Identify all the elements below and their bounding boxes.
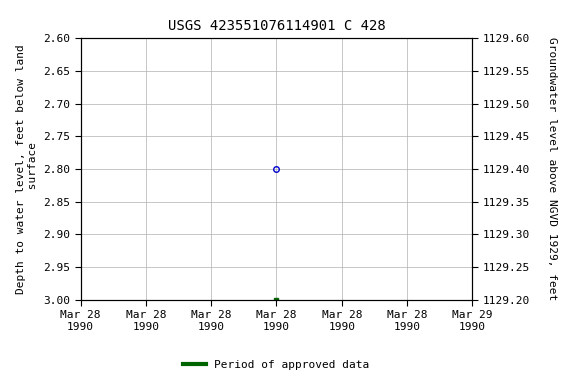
Y-axis label: Groundwater level above NGVD 1929, feet: Groundwater level above NGVD 1929, feet xyxy=(547,37,556,301)
Title: USGS 423551076114901 C 428: USGS 423551076114901 C 428 xyxy=(168,19,385,33)
Y-axis label: Depth to water level, feet below land
 surface: Depth to water level, feet below land su… xyxy=(16,44,37,294)
Legend: Period of approved data: Period of approved data xyxy=(179,356,374,375)
